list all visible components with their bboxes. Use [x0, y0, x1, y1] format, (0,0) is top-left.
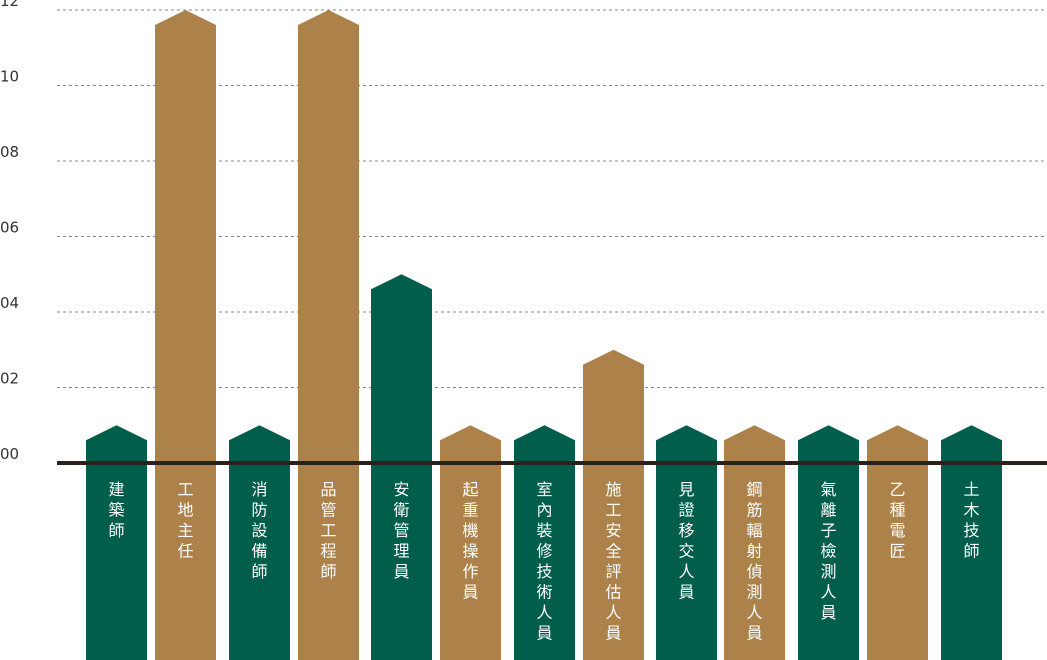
bar-label-5: 安衛管理員 — [393, 480, 409, 581]
bar-8 — [583, 349, 644, 660]
bar-label-7: 室內裝修技術人員 — [536, 480, 552, 643]
labels-layer: 建築師 工地主任 消防設備師 品管工程師 安衛管理員 起重機操作員 室內裝修技術人員 施工安全… — [108, 480, 979, 643]
bar-10 — [724, 425, 785, 660]
bar-7 — [514, 425, 575, 660]
bar-label-13: 土木技師 — [963, 480, 979, 561]
bar-13 — [941, 425, 1002, 660]
bar-label-4: 品管工程師 — [320, 480, 336, 581]
grid-layer: 00 02 04 06 08 10 12 — [0, 0, 1047, 463]
bar-3 — [229, 425, 290, 660]
y-tick-label: 06 — [0, 219, 19, 237]
bar-label-9: 見證移交人員 — [678, 480, 694, 602]
bar-label-3: 消防設備師 — [251, 480, 267, 581]
y-tick-label: 12 — [0, 0, 19, 10]
bar-1 — [86, 425, 147, 660]
bar-5 — [371, 274, 432, 660]
bar-label-11: 氣離子檢測人員 — [820, 480, 836, 622]
y-tick-label: 08 — [0, 143, 19, 161]
bar-label-1: 建築師 — [108, 480, 124, 540]
bar-label-10: 鋼筋輻射偵測人員 — [746, 480, 762, 643]
y-tick-label: 04 — [0, 294, 19, 312]
bar-12 — [867, 425, 928, 660]
bar-2 — [155, 10, 216, 660]
y-tick-label: 10 — [0, 68, 19, 86]
bar-label-12: 乙種電匠 — [889, 480, 905, 561]
y-tick-label: 00 — [0, 445, 19, 463]
bar-9 — [656, 425, 717, 660]
bar-label-8: 施工安全評估人員 — [605, 480, 621, 643]
bar-label-6: 起重機操作員 — [462, 480, 478, 602]
bar-4 — [298, 10, 359, 660]
bars-layer — [86, 10, 1002, 660]
bar-6 — [440, 425, 501, 660]
bar-11 — [798, 425, 859, 660]
y-tick-label: 02 — [0, 370, 19, 388]
bar-label-2: 工地主任 — [177, 480, 193, 561]
